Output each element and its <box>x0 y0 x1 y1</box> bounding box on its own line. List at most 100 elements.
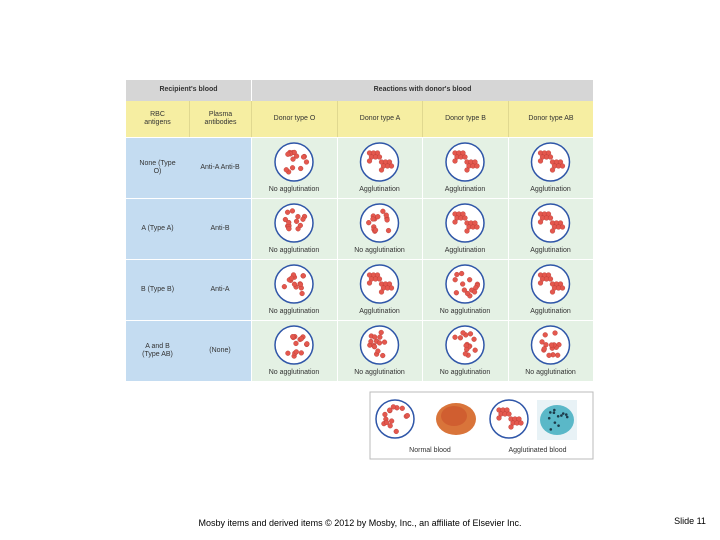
red-cell <box>393 428 399 435</box>
rbc-antigens: A (Type A) <box>126 198 189 259</box>
red-cell <box>559 224 566 230</box>
column-header: Donor type A <box>337 101 422 137</box>
red-cell <box>467 277 473 283</box>
legend-normal: Normal blood <box>409 447 451 454</box>
red-cell <box>388 163 395 169</box>
normal-blood-photo-core <box>441 406 467 426</box>
copyright: Mosby items and derived items © 2012 by … <box>198 518 522 528</box>
red-cell <box>371 334 378 340</box>
plasma-antibodies: Anti-B <box>189 198 251 259</box>
red-cell <box>376 340 383 346</box>
red-cell <box>376 154 383 160</box>
reactions-header: Reactions with donor's blood <box>251 80 593 101</box>
agglutinated-speck <box>561 412 565 415</box>
reaction-result: No agglutination <box>354 246 405 254</box>
red-cell <box>290 156 296 162</box>
red-cell <box>462 154 468 160</box>
red-cell <box>549 289 556 295</box>
agglutinated-speck <box>560 414 563 417</box>
red-cell <box>295 214 301 220</box>
red-cell <box>372 227 379 233</box>
red-cell <box>496 415 502 421</box>
reaction-result: Agglutination <box>530 307 571 315</box>
red-cell <box>299 290 305 297</box>
agglutinated-speck <box>552 411 556 415</box>
agglutinated-blood-photo <box>540 405 574 435</box>
red-cell <box>300 273 306 279</box>
red-cell <box>537 158 544 164</box>
agglutinated-speck <box>549 428 553 431</box>
agglutinated-speck <box>553 421 557 424</box>
red-cell <box>518 420 524 426</box>
red-cell <box>464 228 470 234</box>
red-cell <box>366 220 372 226</box>
red-cell <box>380 352 386 359</box>
red-cell <box>377 334 383 340</box>
plasma-antibodies: (None) <box>189 320 251 381</box>
red-cell <box>555 352 561 358</box>
red-cell <box>390 404 396 410</box>
red-cell <box>387 423 393 429</box>
red-cell <box>464 290 471 297</box>
column-header: RBC antigens <box>126 101 189 137</box>
red-cell <box>537 280 544 286</box>
red-cell <box>459 270 465 277</box>
reaction-result: No agglutination <box>525 368 576 376</box>
red-cell <box>375 214 381 220</box>
dish <box>274 203 314 243</box>
red-cell <box>460 281 466 287</box>
red-cell <box>542 332 548 338</box>
red-cell <box>378 329 384 336</box>
red-cell <box>537 219 544 225</box>
red-cell <box>294 153 300 159</box>
red-cell <box>404 412 410 419</box>
red-cell <box>293 349 299 355</box>
red-cell <box>375 348 381 354</box>
agglutinated-speck <box>549 411 552 414</box>
red-cell <box>378 167 385 173</box>
red-cell <box>293 218 300 224</box>
red-cell <box>297 222 303 229</box>
legend-agglutinated: Agglutinated blood <box>508 447 567 454</box>
reaction-result: Agglutination <box>444 246 486 254</box>
red-cell <box>304 341 310 347</box>
red-cell <box>559 285 566 291</box>
red-cell <box>464 167 470 173</box>
red-cell <box>380 208 386 214</box>
red-cell <box>300 154 307 160</box>
red-cell <box>461 287 467 293</box>
red-cell <box>298 336 304 342</box>
red-cell <box>549 228 556 234</box>
red-cell <box>286 226 292 232</box>
red-cell <box>547 154 554 160</box>
red-cell <box>399 405 405 411</box>
rbc-antigens: None (Type O) <box>126 137 189 198</box>
red-cell <box>303 159 310 165</box>
red-cell <box>389 418 395 424</box>
reaction-result: Agglutination <box>444 185 486 193</box>
red-cell <box>293 340 299 347</box>
red-cell <box>452 334 458 340</box>
red-cell <box>368 338 374 345</box>
red-cell <box>471 289 478 295</box>
red-cell <box>366 280 373 286</box>
plasma-antibodies: Anti-A Anti-B <box>189 137 251 198</box>
red-cell <box>285 350 291 356</box>
red-cell <box>473 285 479 291</box>
reaction-result: Agglutination <box>359 307 400 315</box>
agglutinated-speck <box>557 424 560 427</box>
reaction-result: No agglutination <box>268 307 320 315</box>
red-cell <box>371 344 378 350</box>
column-header: Donor type AB <box>508 101 593 137</box>
red-cell <box>552 330 558 336</box>
red-cell <box>381 339 388 345</box>
red-cell <box>547 215 554 221</box>
red-cell <box>285 151 291 157</box>
red-cell <box>289 208 296 214</box>
red-cell <box>298 350 304 356</box>
red-cell <box>290 334 296 340</box>
red-cell <box>546 352 552 358</box>
column-header: Donor type B <box>422 101 508 137</box>
